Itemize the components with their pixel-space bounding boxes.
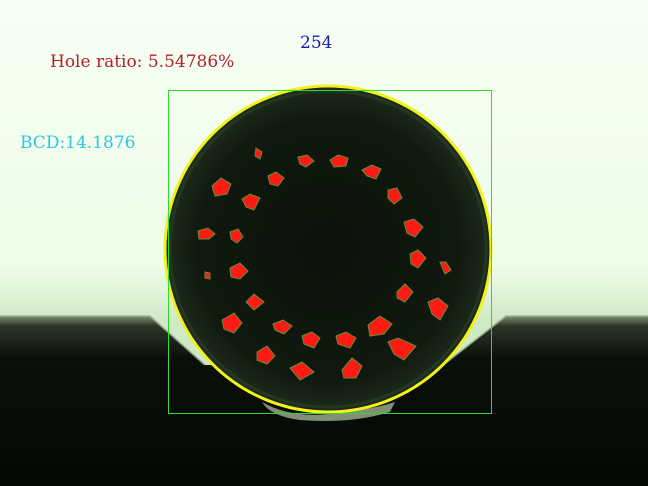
hole [409,249,427,269]
hole [229,228,244,244]
v-groove-edge [0,315,648,366]
hole-ratio-label: Hole ratio: 5.54786% [50,52,235,72]
detected-holes [197,147,452,381]
hole [387,187,403,205]
hole [341,357,363,379]
hole [396,283,414,303]
hole [329,154,349,168]
hole [256,345,276,365]
hole [204,271,211,280]
hole [367,315,393,337]
hole [197,227,216,240]
fiber-reflection [262,402,395,421]
hole-count-label: 254 [300,33,333,53]
hole [272,319,293,335]
fiber-core [166,87,490,411]
hole [211,177,232,197]
hole [297,154,315,168]
hole [361,164,382,180]
hole [245,293,265,311]
hole [403,218,424,238]
hole [229,262,249,280]
hole [387,337,417,361]
hole [301,331,321,349]
hole [335,331,357,349]
hole [427,297,449,321]
hole [254,147,263,160]
hole [439,261,452,275]
bounding-box [168,90,492,414]
hole [241,193,261,211]
hole [289,361,315,381]
hole [221,312,243,334]
bcd-label: BCD:14.1876 [20,133,136,153]
hole [267,171,285,187]
